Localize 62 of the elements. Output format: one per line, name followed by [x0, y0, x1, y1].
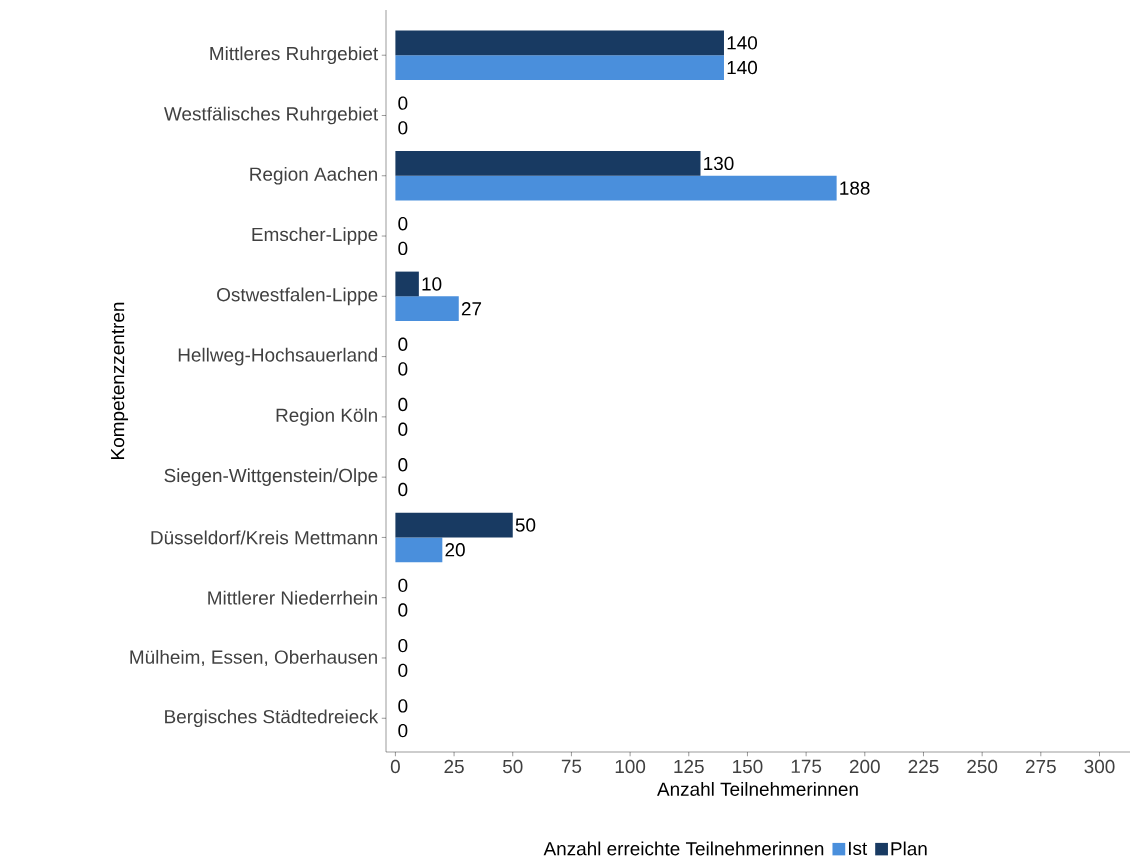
x-axis-title: Anzahl Teilnehmerinnen — [657, 782, 858, 796]
data-label: 0 — [398, 397, 408, 412]
data-label: 0 — [398, 241, 408, 256]
data-label: 0 — [398, 121, 408, 135]
data-label: 20 — [445, 543, 465, 557]
x-tick-label: 100 — [615, 759, 646, 774]
x-tick-label: 0 — [390, 759, 400, 774]
y-tick-label: Mittlerer Niederrhein — [208, 590, 377, 605]
x-tick-label: 250 — [967, 759, 998, 774]
x-tick-label: 75 — [561, 759, 582, 773]
x-tick-label: 50 — [502, 759, 523, 774]
bar — [395, 512, 513, 538]
y-tick-label: Emscher-Lippe — [252, 227, 378, 245]
bar — [395, 30, 724, 56]
data-label: 140 — [727, 36, 757, 50]
y-tick-label: Bergisches Städtedreieck — [165, 709, 379, 728]
data-label: 50 — [515, 518, 536, 532]
data-label: 0 — [398, 458, 408, 472]
x-tick-label: 300 — [1084, 759, 1115, 774]
data-label: 0 — [398, 603, 408, 617]
bar — [395, 537, 443, 563]
y-axis-title: Kompetenzzentren — [111, 302, 129, 459]
x-tick-label: 200 — [849, 759, 880, 774]
x-tick-label: 175 — [791, 759, 822, 773]
y-tick-label: Mülheim, Essen, Oberhausen — [130, 649, 377, 667]
data-label: 0 — [398, 699, 408, 713]
y-tick-label: Mittleres Ruhrgebiet — [210, 46, 379, 65]
data-label: 0 — [398, 482, 408, 497]
data-label: 130 — [704, 156, 734, 171]
legend-title: Anzahl erreichte Teilnehmerinnen — [543, 841, 824, 856]
data-label: 0 — [398, 362, 408, 376]
x-tick-label: 275 — [1025, 759, 1056, 774]
x-tick-label: 125 — [674, 759, 704, 774]
data-label: 0 — [398, 337, 408, 351]
data-label: 0 — [398, 578, 408, 593]
y-tick-label: Region Aachen — [250, 166, 377, 185]
x-tick-label: 25 — [444, 759, 464, 774]
data-label: 0 — [398, 723, 408, 738]
data-label: 140 — [727, 60, 757, 75]
data-label: 0 — [398, 638, 408, 653]
y-tick-label: Westfälisches Ruhrgebiet — [164, 106, 379, 125]
data-label: 0 — [398, 663, 408, 678]
y-tick-label: Ostwestfalen-Lippe — [217, 287, 378, 306]
y-tick-label: Hellweg-Hochsauerland — [178, 347, 377, 366]
y-tick-label: Düsseldorf/Kreis Mettmann — [151, 530, 377, 545]
data-label: 10 — [422, 277, 442, 291]
y-tick-label: Region Köln — [276, 408, 377, 426]
bar — [395, 271, 419, 297]
data-label: 188 — [840, 181, 870, 195]
data-label: 27 — [461, 302, 482, 316]
x-tick-label: 150 — [733, 759, 763, 774]
y-tick-label: Siegen-Wittgenstein/Olpe — [164, 468, 378, 486]
bar — [395, 151, 701, 176]
data-label: 0 — [398, 216, 408, 231]
bar — [395, 55, 724, 80]
bar — [395, 296, 459, 322]
legend-label: Plan — [891, 841, 927, 856]
data-label: 0 — [398, 422, 408, 436]
data-label: 0 — [398, 96, 408, 110]
legend-label: Ist — [848, 841, 868, 856]
bar — [395, 175, 837, 201]
x-tick-label: 225 — [908, 759, 939, 774]
